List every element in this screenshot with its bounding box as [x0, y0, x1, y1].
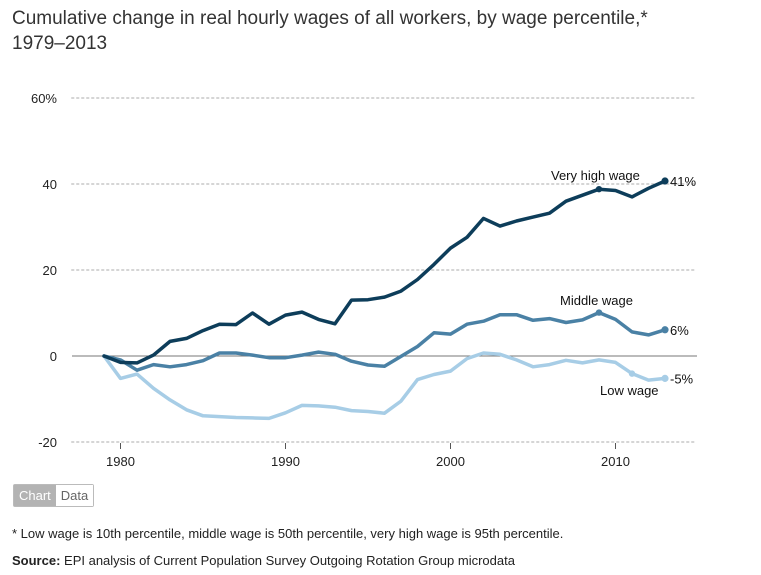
series-end-marker-middle-wage [661, 326, 669, 334]
source-label: Source: [12, 553, 61, 568]
x-tick-label: 2000 [436, 454, 465, 469]
chart-title-line-1: Cumulative change in real hourly wages o… [12, 8, 648, 29]
series-end-label-low-wage: -5% [670, 371, 694, 386]
line-chart: -20 0 20 40 60% 1980 1990 2000 2010 41% Very high … [31, 91, 698, 469]
tab-data[interactable]: Data [55, 485, 94, 506]
series-marker-very-high-wage [595, 185, 603, 193]
y-tick-label: -20 [38, 435, 57, 450]
tab-chart[interactable]: Chart [14, 485, 56, 506]
y-tick-label: 0 [50, 349, 57, 364]
series-marker-low-wage [628, 370, 636, 377]
series-line-low-wage [102, 351, 667, 421]
series-end-marker-very-high-wage [661, 177, 669, 185]
y-tick-label: 40 [43, 177, 57, 192]
series-end-label-very-high-wage: 41% [670, 174, 696, 189]
series-end-label-middle-wage: 6% [670, 323, 689, 338]
footnote: * Low wage is 10th percentile, middle wa… [12, 526, 564, 541]
source-text: EPI analysis of Current Population Surve… [64, 553, 515, 568]
x-tick-label: 2010 [601, 454, 630, 469]
source-note: Source: EPI analysis of Current Populati… [12, 553, 515, 568]
series-line-middle-wage [102, 310, 667, 372]
x-tick-label: 1980 [106, 454, 135, 469]
series-line-very-high-wage [102, 179, 667, 365]
series-end-marker-low-wage [661, 374, 669, 382]
series-name-label-low-wage: Low wage [600, 383, 659, 398]
x-tick-label: 1990 [271, 454, 300, 469]
chart-title: Cumulative change in real hourly wages o… [12, 6, 752, 56]
series-name-label-middle-wage: Middle wage [560, 293, 633, 308]
series-name-label-very-high-wage: Very high wage [551, 168, 640, 183]
chart-title-line-2: 1979–2013 [12, 33, 108, 54]
view-toggle: Chart Data [13, 484, 95, 507]
y-tick-label: 60% [31, 91, 57, 106]
y-tick-label: 20 [43, 263, 57, 278]
series-marker-middle-wage [595, 309, 603, 316]
